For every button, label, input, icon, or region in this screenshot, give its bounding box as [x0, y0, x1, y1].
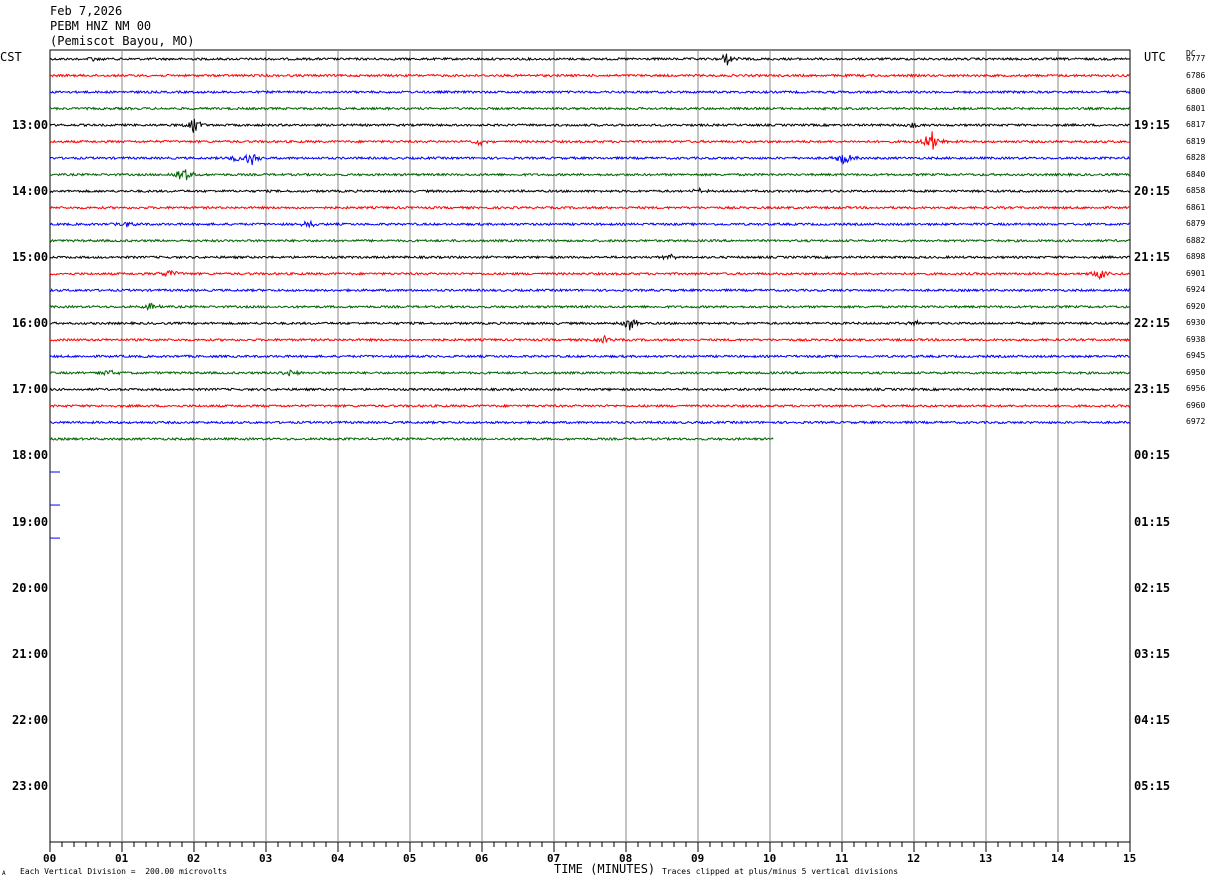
x-tick-label: 09 [691, 852, 705, 865]
dc-value: 6898 [1186, 252, 1206, 262]
trace-line [49, 153, 1131, 166]
utc-hour-label: 01:15 [1134, 514, 1171, 529]
trace-line [49, 436, 774, 442]
dc-value: 6801 [1186, 103, 1206, 113]
cst-hour-label: 23:00 [12, 778, 49, 793]
header-location: (Pemiscot Bayou, MO) [50, 34, 195, 48]
utc-hour-label: 23:15 [1134, 382, 1171, 397]
dc-value: 6960 [1186, 400, 1206, 410]
utc-hour-label: 22:15 [1134, 316, 1171, 331]
dc-value: 6950 [1186, 367, 1206, 377]
dc-value: 6901 [1186, 268, 1206, 278]
x-tick-label: 13 [979, 852, 993, 865]
trace-line [49, 302, 1131, 312]
trace-line [49, 403, 1131, 409]
x-tick-label: 14 [1051, 852, 1065, 865]
trace-line [49, 89, 1131, 95]
trace-line [49, 205, 1131, 211]
dc-value: 6972 [1186, 417, 1206, 427]
utc-hour-label: 20:15 [1134, 184, 1171, 199]
cst-hour-label: 15:00 [12, 250, 49, 265]
trace-line [49, 131, 1131, 150]
x-tick-label: 03 [259, 852, 273, 865]
utc-hour-label: 04:15 [1134, 712, 1171, 727]
trace-line [49, 387, 1131, 392]
cst-hour-label: 16:00 [12, 316, 49, 331]
utc-hour-label: 00:15 [1134, 448, 1171, 463]
cst-hour-label: 21:00 [12, 646, 49, 661]
x-tick-label: 15 [1123, 852, 1137, 865]
x-tick-label: 11 [835, 852, 849, 865]
utc-hour-label: 19:15 [1134, 118, 1171, 133]
trace-line [49, 420, 1131, 425]
dc-value: 6828 [1186, 153, 1206, 163]
x-tick-label: 01 [115, 852, 129, 865]
x-axis-title: TIME (MINUTES) [554, 862, 656, 876]
cst-hour-label: 22:00 [12, 712, 49, 727]
dc-value: 6924 [1186, 285, 1206, 295]
plot-frame [49, 49, 1131, 843]
x-tick-label: 05 [403, 852, 417, 865]
trace-line [49, 238, 1131, 243]
footer-mark: A [2, 870, 6, 877]
dc-value: 6817 [1186, 120, 1206, 130]
cst-hour-label: 19:00 [12, 514, 49, 529]
dc-value: 6945 [1186, 351, 1206, 361]
x-tick-label: 07 [547, 852, 561, 865]
dc-value: 6800 [1186, 87, 1206, 97]
x-tick-label: 08 [619, 852, 633, 865]
trace-line [49, 53, 1131, 66]
x-tick-label: 00 [43, 852, 57, 865]
trace-line [49, 186, 1131, 194]
dc-value: 6786 [1186, 70, 1206, 80]
dc-value: 6956 [1186, 384, 1206, 394]
header-station: PEBM HNZ NM 00 [50, 19, 152, 33]
dc-column-label: DC [1186, 49, 1196, 58]
trace-line [49, 73, 1131, 78]
dc-value: 6858 [1186, 186, 1206, 196]
right-timezone-label: UTC [1144, 50, 1166, 64]
trace-line [49, 287, 1131, 293]
left-timezone-label: CST [0, 50, 22, 64]
cst-hour-label: 13:00 [12, 118, 49, 133]
trace-line [49, 253, 1131, 261]
trace-line [49, 106, 1131, 111]
trace-line [49, 219, 1131, 229]
dc-value: 6879 [1186, 219, 1206, 229]
utc-hour-label: 21:15 [1134, 250, 1171, 265]
trace-line [49, 118, 1131, 133]
scale-note: Each Vertical Division = 200.00 microvol… [20, 867, 228, 876]
utc-hour-label: 05:15 [1134, 778, 1171, 793]
trace-line [49, 369, 1131, 377]
dc-value: 6861 [1186, 202, 1206, 212]
trace-line [49, 269, 1131, 281]
trace-line [49, 354, 1131, 359]
dc-value: 6840 [1186, 169, 1206, 179]
utc-hour-label: 02:15 [1134, 580, 1171, 595]
cst-hour-label: 20:00 [12, 580, 49, 595]
utc-hour-label: 03:15 [1134, 646, 1171, 661]
dc-value: 6777 [1186, 54, 1206, 63]
trace-line [49, 334, 1131, 344]
x-tick-label: 06 [475, 852, 489, 865]
trace-line [49, 319, 1131, 331]
dc-value: 6819 [1186, 136, 1206, 146]
dc-value: 6938 [1186, 334, 1206, 344]
cst-hour-label: 14:00 [12, 184, 49, 199]
dc-value: 6920 [1186, 301, 1206, 311]
x-tick-label: 12 [907, 852, 921, 865]
x-tick-label: 04 [331, 852, 345, 865]
header-date: Feb 7,2026 [50, 4, 123, 18]
trace-line [49, 169, 1131, 181]
dc-value: 6930 [1186, 318, 1206, 328]
x-tick-label: 02 [187, 852, 201, 865]
clip-note: Traces clipped at plus/minus 5 vertical … [662, 867, 899, 876]
dc-value: 6882 [1186, 235, 1206, 245]
x-tick-label: 10 [763, 852, 777, 865]
cst-hour-label: 18:00 [12, 448, 49, 463]
cst-hour-label: 17:00 [12, 382, 49, 397]
